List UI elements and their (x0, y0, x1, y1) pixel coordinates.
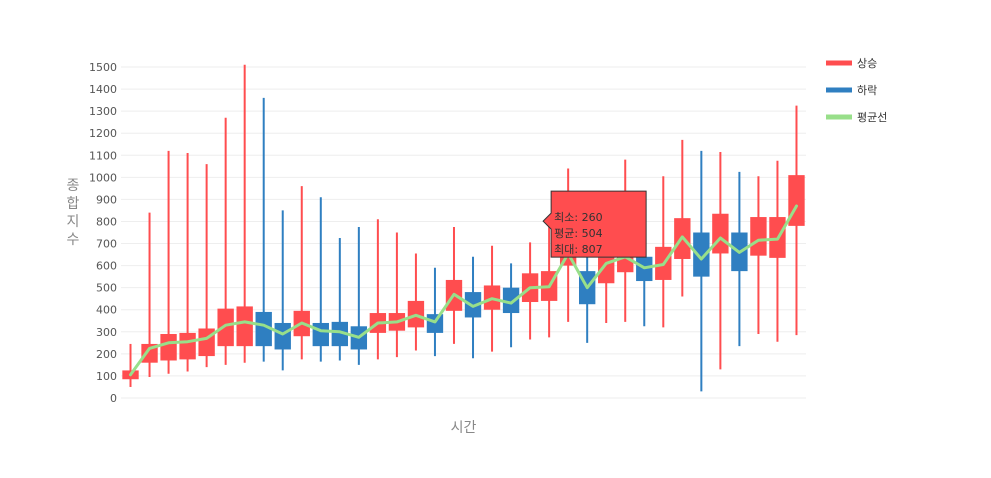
y-axis-title-char: 합 (67, 196, 80, 212)
tooltip-line: 최대: 807 (554, 243, 602, 256)
candle-down (426, 267, 444, 357)
candle-down (255, 97, 272, 362)
y-tick-label: 900 (96, 193, 117, 206)
candle-up (160, 150, 177, 374)
legend-item-up: 상승 (826, 57, 877, 70)
candle-up (445, 226, 463, 344)
y-tick-label: 1100 (89, 149, 117, 162)
candle-body (502, 287, 520, 314)
candle-up (750, 176, 767, 335)
candle-body (426, 314, 444, 333)
candle-body (236, 306, 253, 347)
tooltip: 최소: 260 평균: 504 최대: 807 (542, 190, 647, 258)
candle-down (693, 150, 710, 392)
candle-body (179, 332, 196, 360)
y-tick-label: 1300 (89, 105, 117, 118)
y-tick-label: 500 (96, 282, 117, 295)
y-tick-label: 200 (96, 348, 117, 361)
y-tick-label: 700 (96, 238, 117, 251)
y-tick-label: 800 (96, 215, 117, 228)
legend-label: 하락 (857, 83, 877, 97)
candle-up (388, 232, 406, 358)
candle-body (160, 334, 177, 361)
tooltip-box (542, 190, 647, 258)
y-tick-label: 1500 (89, 61, 117, 74)
grid-lines (121, 66, 806, 399)
y-tick-labels: 0 100 200 300 400 500 600 700 800 900 1000 1100 1200… (89, 61, 117, 405)
candle-body (312, 322, 329, 347)
candle-body (274, 322, 291, 350)
candle-up (293, 186, 310, 360)
y-tick-label: 400 (96, 304, 117, 317)
candle-body (750, 217, 767, 256)
y-tick-label: 1000 (89, 171, 117, 184)
candle-body (255, 311, 272, 347)
candle-up (141, 212, 158, 378)
candles (122, 64, 805, 392)
candle-up (369, 219, 387, 360)
candle-up (674, 139, 691, 297)
candle-up (407, 253, 425, 351)
candle-down (274, 210, 291, 371)
candle-down (731, 171, 748, 347)
candle-down (331, 238, 349, 361)
candle-body (712, 213, 729, 254)
legend-item-down: 하락 (826, 83, 877, 97)
candle-body (693, 232, 710, 277)
legend-item-avg: 평균선 (826, 111, 887, 124)
y-tick-label: 1400 (89, 83, 117, 96)
y-axis-title-char: 종 (67, 178, 80, 194)
y-tick-label: 1200 (89, 127, 117, 140)
candle-up (712, 151, 729, 370)
x-axis-title: 시간 (451, 420, 477, 436)
tooltip-line: 최소: 260 (554, 211, 602, 224)
tooltip-line: 평균: 504 (554, 227, 602, 240)
y-axis-title-char: 수 (67, 232, 80, 248)
average-line-layer (129, 204, 798, 377)
candle-body (217, 308, 234, 347)
candle-up (236, 64, 253, 363)
y-tick-label: 600 (96, 260, 117, 273)
candle-down (350, 226, 368, 365)
legend-label: 평균선 (857, 111, 887, 124)
candle-up (179, 153, 196, 372)
candle-down (502, 263, 520, 348)
average-line (129, 204, 798, 377)
y-tick-label: 300 (96, 326, 117, 339)
candle-body (331, 321, 349, 347)
candle-up (769, 160, 786, 342)
legend-label: 상승 (857, 57, 877, 70)
y-tick-label: 0 (110, 392, 117, 405)
candle-up (788, 105, 805, 336)
y-axis-title-char: 지 (67, 214, 80, 230)
y-tick-label: 100 (96, 370, 117, 383)
